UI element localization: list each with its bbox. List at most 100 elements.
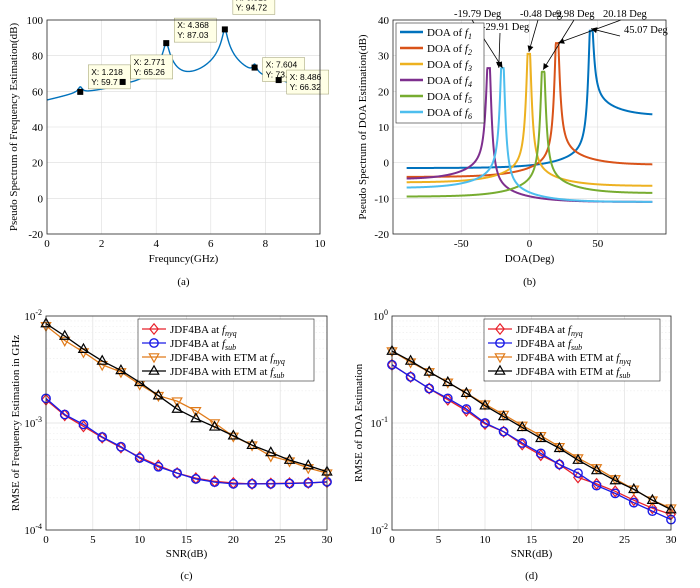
symbol-f: f: [568, 338, 573, 350]
x-tick-label: 30: [666, 534, 678, 546]
marker-triangle-up: [628, 482, 640, 494]
legend-label: JDF4BA with ETM at fnyq: [516, 352, 631, 366]
symbol-f: f: [616, 352, 621, 364]
tick-base: 10: [370, 525, 382, 537]
marker-triangle-down: [283, 457, 296, 468]
marker-triangle-up: [302, 459, 314, 470]
marker-circle: [134, 453, 145, 463]
marker-triangle-up: [646, 493, 659, 504]
annotation-arrow: [542, 19, 575, 70]
marker-triangle-down: [171, 397, 183, 408]
marker-diamond: [517, 438, 528, 451]
marker-circle: [442, 393, 453, 404]
marker-circle: [153, 461, 164, 472]
symbol-f: f: [465, 91, 470, 103]
legend-label: JDF4BA at fnyq: [170, 324, 237, 338]
annotation: 45.07 Deg: [590, 25, 668, 37]
datatip-marker: [77, 88, 84, 95]
text-main: JDF4BA at: [516, 324, 568, 336]
plot-frame: [392, 19, 667, 235]
marker-circle: [480, 418, 490, 428]
datatip-x: X: 1.218: [91, 67, 123, 77]
x-tick-label: 15: [526, 534, 538, 546]
text-main: JDF4BA with ETM at: [516, 352, 616, 364]
panel-label: (b): [523, 276, 536, 288]
marker-circle: [59, 409, 70, 420]
annotation-text: 45.07 Deg: [624, 25, 668, 36]
y-tick-label: 20: [378, 86, 390, 98]
text-main: DOA of: [427, 43, 465, 55]
plot-frame: [46, 19, 321, 235]
datatip-box: [286, 69, 329, 95]
x-tick-label: 5: [436, 534, 442, 546]
marker-circle: [97, 432, 108, 442]
x-axis-label: Frequncy(GHz): [149, 253, 219, 265]
series-line: [406, 70, 653, 198]
marker-circle: [228, 478, 239, 489]
marker-triangle-up: [246, 438, 258, 450]
datatip-x: X: 2.771: [134, 57, 166, 67]
arrow-head: [591, 27, 598, 34]
marker-triangle-up: [609, 474, 621, 485]
series-line: [406, 67, 653, 203]
symbol-f: f: [465, 43, 470, 55]
datatip-y: Y: 59.7: [91, 77, 118, 87]
tick-exponent: -2: [381, 522, 388, 531]
x-tick-label: 50: [592, 238, 604, 250]
annotation-text: -29.91 Deg: [482, 22, 530, 33]
legend-label: JDF4BA at fsub: [516, 338, 582, 352]
y-tick-label: 0: [384, 158, 390, 170]
marker-circle: [149, 338, 159, 348]
marker-diamond: [480, 417, 490, 431]
legend-box: [395, 22, 485, 124]
text-subscript: nyq: [225, 329, 237, 338]
text-subscript: nyq: [571, 329, 583, 338]
marker-triangle-up: [265, 446, 277, 457]
tick-exponent: -3: [35, 415, 42, 424]
marker-circle: [284, 478, 295, 489]
marker-triangle-up: [190, 412, 202, 423]
arrow-head: [543, 63, 549, 70]
panel-b: -50 0 50 -20 -10 0 10 20 30 40 -19.79 Deg -29.91 De…: [357, 9, 668, 288]
legend-label: JDF4BA with ETM at fnyq: [170, 352, 285, 366]
x-tick-label: 8: [263, 238, 269, 250]
datatip-box: [232, 0, 276, 15]
legend-label: DOA of f5: [427, 91, 472, 105]
marker-triangle-down: [190, 407, 202, 418]
datatip-y: Y: 65.26: [134, 67, 165, 77]
marker-triangle-up: [479, 399, 491, 410]
marker-circle: [209, 477, 220, 488]
x-axis-label: SNR(dB): [166, 548, 208, 560]
x-tick-label: 25: [619, 534, 631, 546]
marker-circle: [247, 478, 257, 489]
marker-circle: [190, 474, 201, 484]
x-tick-label: 10: [480, 534, 492, 546]
marker-circle: [610, 488, 621, 499]
panel-label: (a): [177, 276, 190, 288]
text-subscript: 1: [468, 32, 472, 41]
marker-circle: [517, 438, 528, 448]
y-axis-label: RMSE of Frequency Estimation in GHz: [10, 335, 22, 511]
y-tick-label: -20: [28, 229, 43, 241]
y-tick-label: 10-4: [24, 522, 42, 537]
text-subscript: sub: [619, 371, 630, 380]
y-tick-label: 30: [378, 51, 390, 63]
text-subscript: 3: [467, 64, 472, 73]
datatip: X: 6.515Y: 94.72: [221, 0, 276, 33]
marker-diamond: [172, 466, 183, 480]
marker-triangle-up: [572, 453, 584, 464]
datatip-marker: [275, 77, 282, 84]
plot-frame: [391, 315, 672, 531]
annotation: 20.18 Deg: [558, 9, 647, 44]
marker-diamond: [647, 502, 658, 515]
tick-exponent: -4: [35, 522, 42, 531]
plot-frame: [45, 315, 328, 531]
y-axis-label: Pseudo Spectrum of DOA Estimation(dB): [357, 34, 369, 219]
marker-circle: [78, 419, 89, 430]
